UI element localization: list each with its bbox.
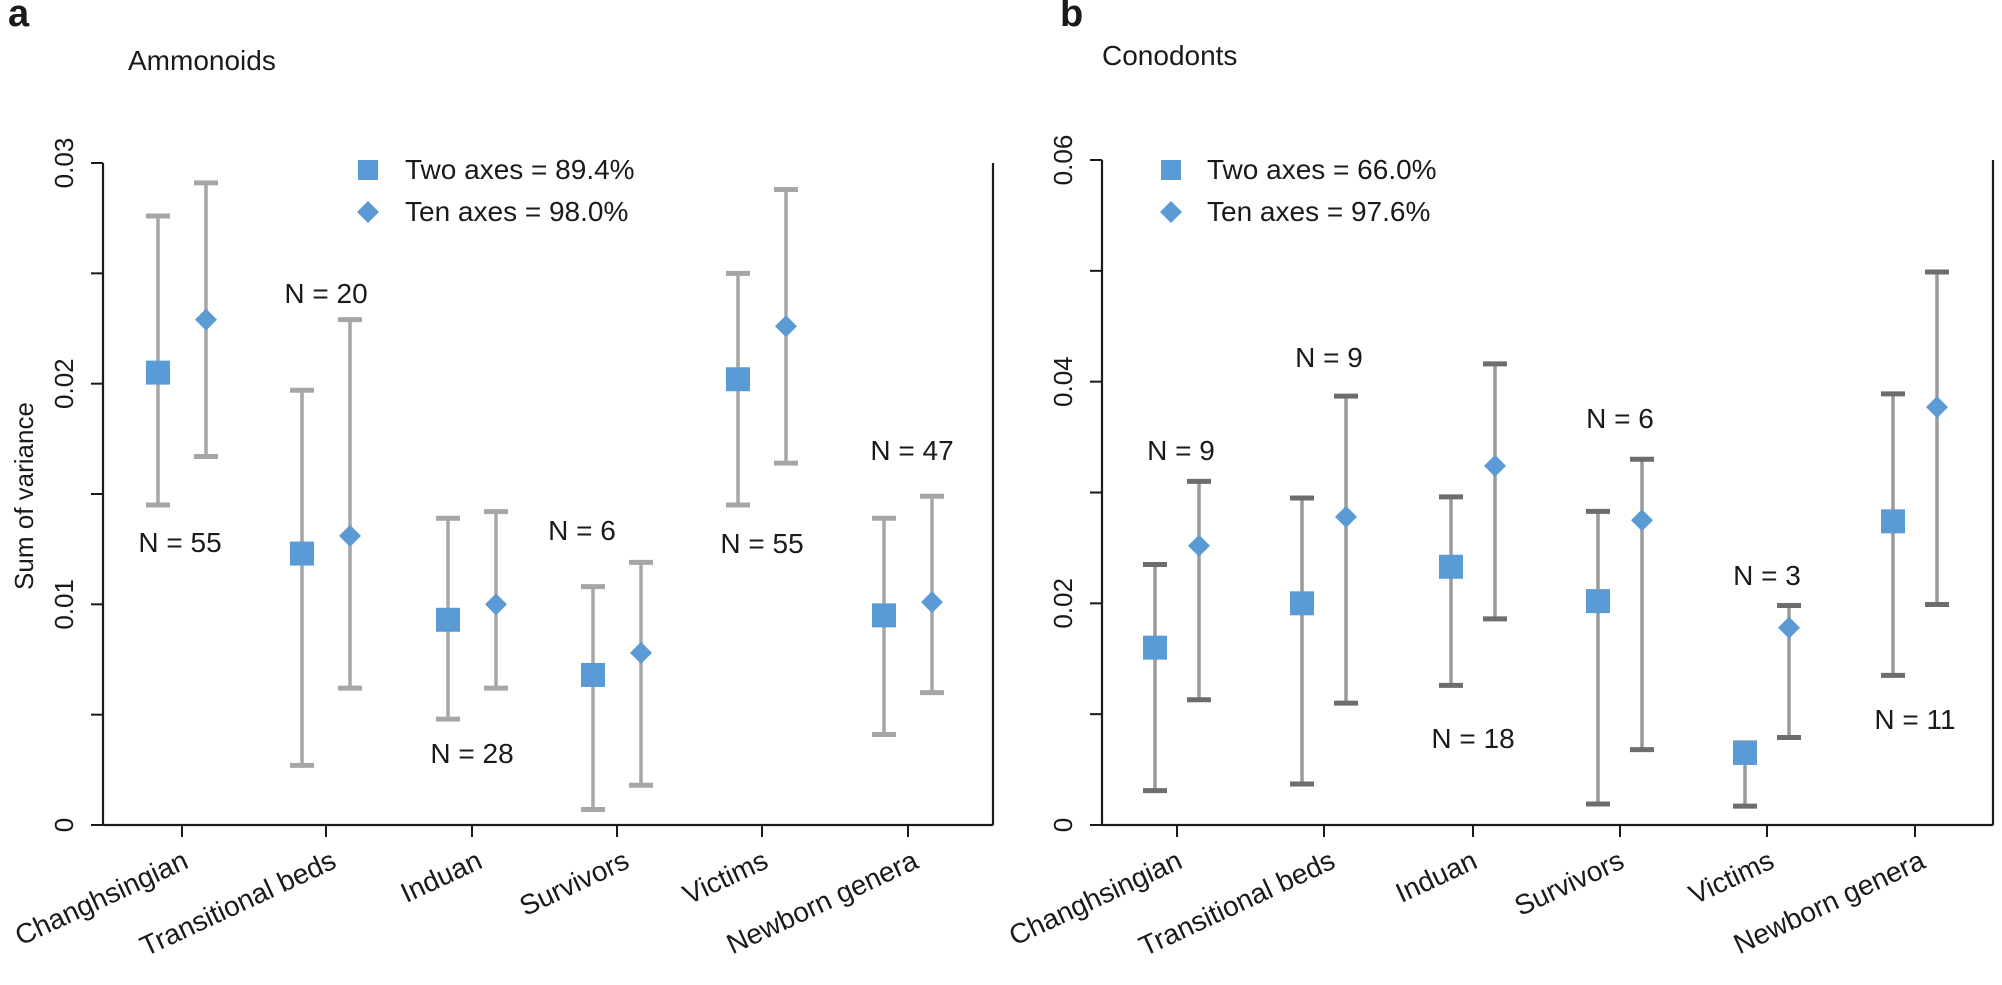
panel-b-letter: b: [1060, 0, 1083, 35]
sample-size-label: N = 55: [138, 527, 221, 558]
diamond-marker: [1484, 454, 1506, 477]
diamond-marker: [1926, 396, 1948, 419]
sample-size-label: N = 9: [1295, 342, 1363, 373]
sample-size-label: N = 6: [548, 515, 616, 546]
legend-b-diamond-marker: [1160, 201, 1182, 223]
y-tick-label: 0.01: [49, 579, 79, 630]
category-label: Survivors: [515, 844, 634, 921]
diamond-marker: [1188, 534, 1210, 557]
diamond-marker: [630, 641, 652, 664]
y-tick-label: 0.04: [1048, 356, 1078, 407]
y-tick-label: 0: [1048, 818, 1078, 832]
square-marker: [1586, 589, 1610, 614]
square-marker: [1439, 554, 1463, 579]
sample-size-label: N = 11: [1874, 704, 1955, 735]
square-marker: [726, 367, 750, 392]
panel-a-letter: a: [8, 0, 30, 35]
category-label: Induan: [396, 844, 487, 908]
category-label: Victims: [1684, 844, 1778, 910]
legend-b-ten-axes: Ten axes = 97.6%: [1207, 196, 1430, 227]
square-marker: [1290, 591, 1314, 616]
diamond-marker: [921, 591, 943, 614]
legend-a-diamond-marker: [357, 201, 379, 223]
diamond-marker: [1631, 509, 1653, 532]
square-marker: [146, 360, 170, 385]
diamond-marker: [1778, 616, 1800, 639]
square-marker: [1143, 635, 1167, 660]
square-marker: [436, 607, 460, 632]
panel-a-legend: Two axes = 89.4% Ten axes = 98.0%: [357, 154, 635, 227]
category-label: Survivors: [1510, 844, 1629, 921]
sample-size-label: N = 47: [870, 435, 953, 466]
panel-a-y-axis-title: Sum of variance: [9, 402, 39, 590]
square-marker: [1881, 509, 1905, 534]
square-marker: [290, 541, 314, 566]
square-marker: [1733, 740, 1757, 765]
legend-b-square-marker: [1161, 160, 1181, 180]
panel-a-title: Ammonoids: [128, 45, 276, 76]
y-tick-label: 0.02: [1048, 578, 1078, 629]
sample-size-label: N = 55: [720, 528, 803, 559]
diamond-marker: [339, 524, 361, 547]
diamond-marker: [485, 593, 507, 616]
panel-b-legend: Two axes = 66.0% Ten axes = 97.6%: [1160, 154, 1437, 227]
legend-b-two-axes: Two axes = 66.0%: [1207, 154, 1437, 185]
y-tick-label: 0.02: [49, 358, 79, 409]
sample-size-label: N = 9: [1147, 435, 1215, 466]
sample-size-label: N = 28: [430, 738, 513, 769]
sample-size-label: N = 3: [1733, 560, 1801, 591]
square-marker: [872, 603, 896, 628]
legend-a-square-marker: [358, 160, 378, 180]
category-label: Victims: [678, 844, 772, 910]
y-tick-label: 0.03: [49, 138, 79, 189]
diamond-marker: [195, 308, 217, 331]
square-marker: [581, 662, 605, 687]
diamond-marker: [775, 315, 797, 338]
category-label: Induan: [1391, 844, 1482, 908]
legend-a-two-axes: Two axes = 89.4%: [405, 154, 635, 185]
legend-a-ten-axes: Ten axes = 98.0%: [405, 196, 628, 227]
diamond-marker: [1335, 505, 1357, 528]
sample-size-label: N = 18: [1431, 723, 1514, 754]
y-tick-label: 0: [49, 818, 79, 832]
y-tick-label: 0.06: [1048, 135, 1078, 186]
sample-size-label: N = 6: [1586, 403, 1654, 434]
sample-size-label: N = 20: [284, 278, 367, 309]
panel-b-title: Conodonts: [1102, 40, 1237, 71]
